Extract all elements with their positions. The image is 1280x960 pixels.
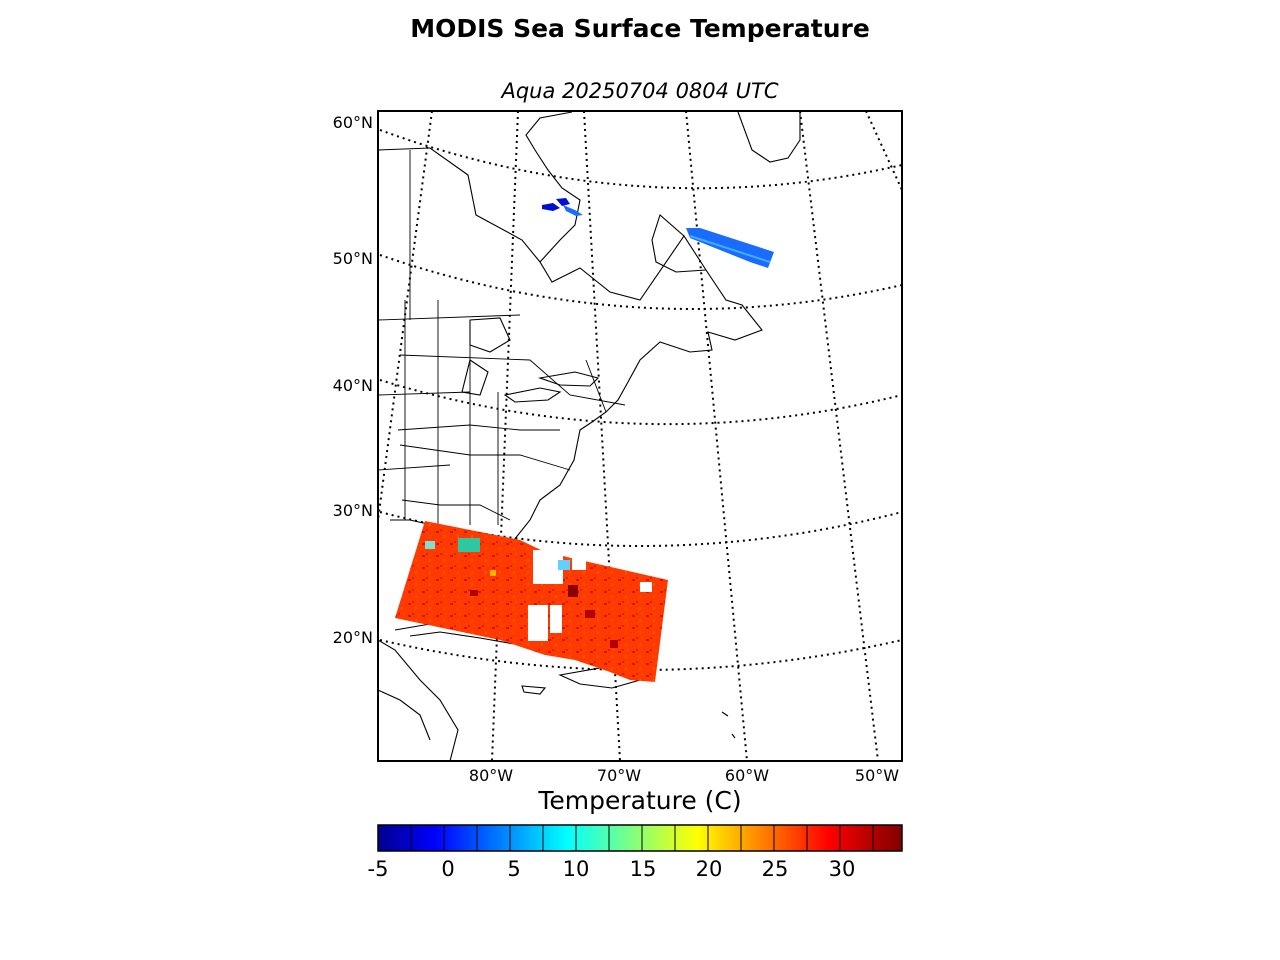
colorbar-tick: 30 [828, 857, 856, 881]
colorbar-tick: -5 [367, 857, 389, 881]
map-frame [377, 110, 903, 762]
colorbar-dividers [410, 825, 874, 851]
map-layers [378, 111, 902, 761]
colorbar-gradient [377, 824, 903, 852]
colorbar-tick: 15 [629, 857, 657, 881]
sst-swath-gulf [395, 521, 668, 682]
sst-swath-gulf-details [425, 538, 652, 648]
colorbar-tick: 5 [507, 857, 521, 881]
chart-subtitle: Aqua 20250704 0804 UTC [501, 79, 779, 103]
lon-label-70w: 70°W [596, 766, 642, 785]
lon-label-50w: 50°W [854, 766, 900, 785]
lat-label-30: 30°N [332, 501, 373, 520]
colorbar-tick: 10 [562, 857, 590, 881]
lat-label-60: 60°N [332, 113, 373, 132]
lat-label-50: 50°N [332, 249, 373, 268]
colorbar-label: Temperature (C) [538, 786, 742, 815]
lon-label-80w: 80°W [468, 766, 514, 785]
lat-label-20: 20°N [332, 628, 373, 647]
lon-label-60w: 60°W [724, 766, 770, 785]
chart-title: MODIS Sea Surface Temperature [410, 14, 870, 43]
graticule [378, 111, 902, 761]
colorbar-tick: 25 [761, 857, 789, 881]
sst-swaths [395, 198, 774, 682]
colorbar-tick: 20 [695, 857, 723, 881]
colorbar-tick: 0 [441, 857, 455, 881]
colorbar [377, 824, 903, 852]
state-borders [378, 150, 626, 525]
sst-swath-labrador-edge [689, 235, 771, 263]
sst-swath-hudson [542, 198, 570, 211]
lat-label-40: 40°N [332, 376, 373, 395]
